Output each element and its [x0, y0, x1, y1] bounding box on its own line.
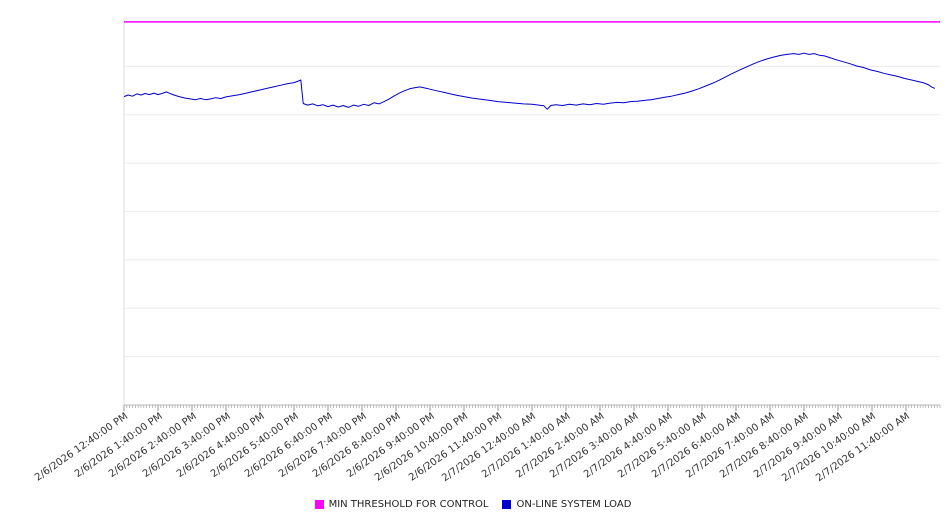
- system-load-line: [123, 52, 936, 110]
- x-axis-label: 2/7/2026 8:40:00 AM: [717, 411, 811, 481]
- x-axis-label: 2/6/2026 9:40:00 PM: [344, 411, 437, 480]
- x-axis-label: 2/7/2026 7:40:00 AM: [683, 411, 777, 481]
- legend-item-system-load[interactable]: ON-LINE SYSTEM LOAD: [502, 499, 631, 510]
- x-axis-label: 2/7/2026 2:40:00 AM: [513, 411, 607, 481]
- x-axis-label: 2/6/2026 6:40:00 PM: [242, 411, 335, 480]
- chart-legend: MIN THRESHOLD FOR CONTROL ON-LINE SYSTEM…: [0, 499, 946, 510]
- x-axis-label: 2/6/2026 12:40:00 PM: [33, 411, 131, 484]
- x-axis-label: 2/7/2026 1:40:00 AM: [479, 411, 573, 481]
- legend-swatch-system-load-icon: [502, 500, 512, 509]
- x-axis-label: 2/6/2026 1:40:00 PM: [72, 411, 165, 480]
- x-axis-label: 2/6/2026 8:40:00 PM: [310, 411, 403, 480]
- legend-item-min-threshold[interactable]: MIN THRESHOLD FOR CONTROL: [314, 499, 489, 510]
- x-axis-label: 2/7/2026 10:40:00 AM: [780, 411, 879, 485]
- x-axis-label: 2/7/2026 9:40:00 AM: [751, 411, 845, 481]
- x-axis-label: 2/6/2026 7:40:00 PM: [276, 411, 369, 480]
- x-axis-label: 2/6/2026 5:40:00 PM: [208, 411, 301, 480]
- x-axis-label: 2/7/2026 5:40:00 AM: [615, 411, 709, 481]
- x-axis-label: 2/6/2026 10:40:00 PM: [373, 411, 471, 484]
- x-axis-label: 2/7/2026 3:40:00 AM: [547, 411, 641, 481]
- plot-area: [123, 17, 941, 411]
- x-axis-label: 2/6/2026 11:40:00 PM: [407, 411, 505, 484]
- x-axis-label: 2/7/2026 6:40:00 AM: [649, 411, 743, 481]
- legend-label-system-load: ON-LINE SYSTEM LOAD: [516, 499, 632, 510]
- legend-label-min-threshold: MIN THRESHOLD FOR CONTROL: [328, 499, 489, 510]
- x-axis-label: 2/7/2026 11:40:00 AM: [814, 411, 913, 485]
- x-axis-label: 2/6/2026 3:40:00 PM: [140, 411, 233, 480]
- x-axis-label: 2/7/2026 12:40:00 AM: [440, 411, 539, 485]
- x-axis-label: 2/6/2026 4:40:00 PM: [174, 411, 267, 480]
- x-axis-label: 2/6/2026 2:40:00 PM: [106, 411, 199, 480]
- legend-swatch-min-threshold-icon: [314, 500, 324, 509]
- x-axis-label: 2/7/2026 4:40:00 AM: [581, 411, 675, 481]
